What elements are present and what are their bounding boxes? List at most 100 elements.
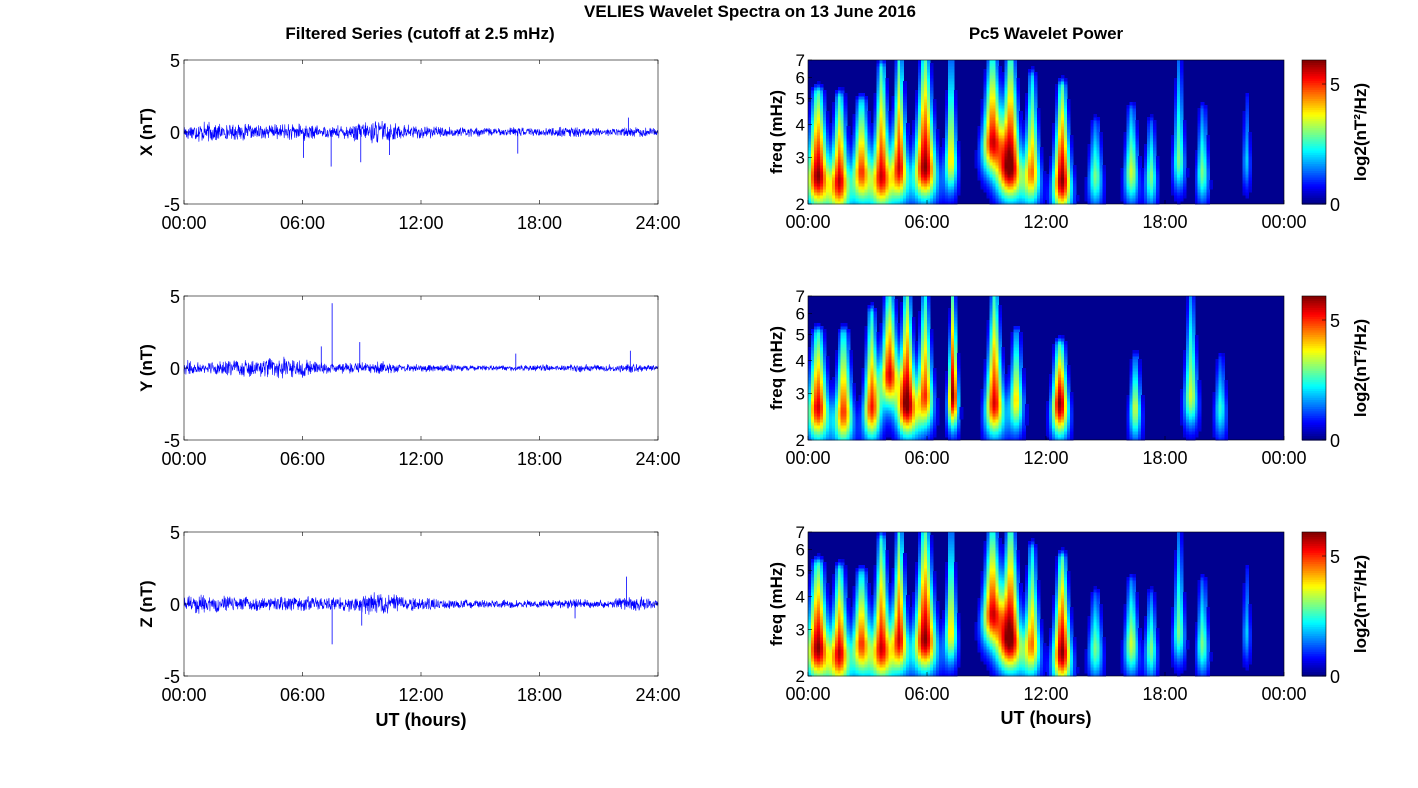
power-cell xyxy=(867,359,872,363)
power-cell xyxy=(867,329,872,333)
power-cell xyxy=(843,105,848,109)
power-cell xyxy=(873,386,878,390)
power-cell xyxy=(1048,174,1053,178)
power-cell xyxy=(929,78,934,82)
power-cell xyxy=(1034,138,1038,142)
power-cell xyxy=(909,201,913,205)
power-cell xyxy=(828,144,833,148)
power-cell xyxy=(891,159,895,163)
power-cell xyxy=(1090,162,1095,166)
power-cell xyxy=(1037,144,1041,148)
power-cell xyxy=(882,135,886,139)
power-cell xyxy=(1013,84,1017,88)
power-cell xyxy=(1179,177,1184,181)
y-tick-label: 7 xyxy=(796,51,805,70)
power-cell xyxy=(995,189,999,193)
power-cell xyxy=(876,192,880,196)
power-cell xyxy=(1126,141,1130,145)
power-cell xyxy=(873,401,878,405)
power-cell xyxy=(1010,168,1014,172)
power-cell xyxy=(935,168,940,172)
power-cell xyxy=(876,177,880,181)
power-cell xyxy=(995,63,999,67)
power-cell xyxy=(1057,135,1062,139)
power-cell xyxy=(1093,162,1098,166)
power-cell xyxy=(935,129,940,133)
power-cell xyxy=(983,135,988,139)
power-cell xyxy=(891,195,895,199)
power-cell xyxy=(852,165,857,169)
power-cell xyxy=(882,183,886,187)
power-cell xyxy=(921,117,925,121)
power-cell xyxy=(1173,171,1178,175)
power-cell xyxy=(995,129,999,133)
power-cell xyxy=(840,144,845,148)
power-cell xyxy=(998,87,1002,91)
power-cell xyxy=(1022,138,1026,142)
power-cell xyxy=(932,186,937,190)
power-cell xyxy=(1150,165,1154,169)
power-cell xyxy=(810,383,815,387)
power-cell xyxy=(876,102,880,106)
power-cell xyxy=(846,150,851,154)
power-cell xyxy=(995,165,999,169)
power-cell xyxy=(819,431,824,435)
power-cell xyxy=(810,371,815,375)
power-cell xyxy=(873,171,878,175)
power-cell xyxy=(840,383,845,387)
power-cell xyxy=(1028,69,1032,73)
power-cell xyxy=(1001,183,1005,187)
power-cell xyxy=(870,192,875,196)
power-cell xyxy=(819,138,824,142)
x-tick-label: 24:00 xyxy=(635,449,680,469)
power-cell xyxy=(891,144,895,148)
power-cell xyxy=(1004,123,1008,127)
power-cell xyxy=(1031,90,1035,94)
power-cell xyxy=(876,422,880,426)
power-cell xyxy=(864,195,869,199)
power-cell xyxy=(989,114,994,118)
power-cell xyxy=(1060,147,1065,151)
power-cell xyxy=(983,147,988,151)
power-cell xyxy=(927,180,931,184)
power-cell xyxy=(912,183,916,187)
power-cell xyxy=(864,371,869,375)
power-cell xyxy=(843,410,848,414)
power-cell xyxy=(822,186,827,190)
power-cell xyxy=(1034,135,1038,139)
power-cell xyxy=(986,180,991,184)
power-cell xyxy=(1138,192,1142,196)
power-cell xyxy=(882,111,886,115)
power-cell xyxy=(1019,201,1023,205)
power-cell xyxy=(870,141,875,145)
power-cell xyxy=(927,90,931,94)
power-cell xyxy=(858,168,863,172)
power-cell xyxy=(852,117,857,121)
power-cell xyxy=(935,165,940,169)
power-cell xyxy=(992,111,997,115)
power-cell xyxy=(953,93,958,97)
power-cell xyxy=(861,138,866,142)
power-cell xyxy=(879,114,883,118)
power-cell xyxy=(858,99,863,103)
power-cell xyxy=(867,162,872,166)
power-cell xyxy=(813,156,818,160)
power-cell xyxy=(924,102,928,106)
power-cell xyxy=(998,93,1002,97)
power-cell xyxy=(1004,63,1008,67)
power-cell xyxy=(956,153,961,157)
power-cell xyxy=(825,177,830,181)
power-cell xyxy=(834,356,839,360)
power-cell xyxy=(989,96,994,100)
power-cell xyxy=(1025,192,1029,196)
power-cell xyxy=(891,108,895,112)
power-cell xyxy=(810,338,815,342)
power-cell xyxy=(831,413,836,417)
power-cell xyxy=(1102,168,1107,172)
power-cell xyxy=(915,111,919,115)
power-cell xyxy=(924,93,928,97)
power-cell xyxy=(1194,171,1199,175)
power-cell xyxy=(870,132,875,136)
power-cell xyxy=(947,99,952,103)
power-cell xyxy=(992,99,997,103)
